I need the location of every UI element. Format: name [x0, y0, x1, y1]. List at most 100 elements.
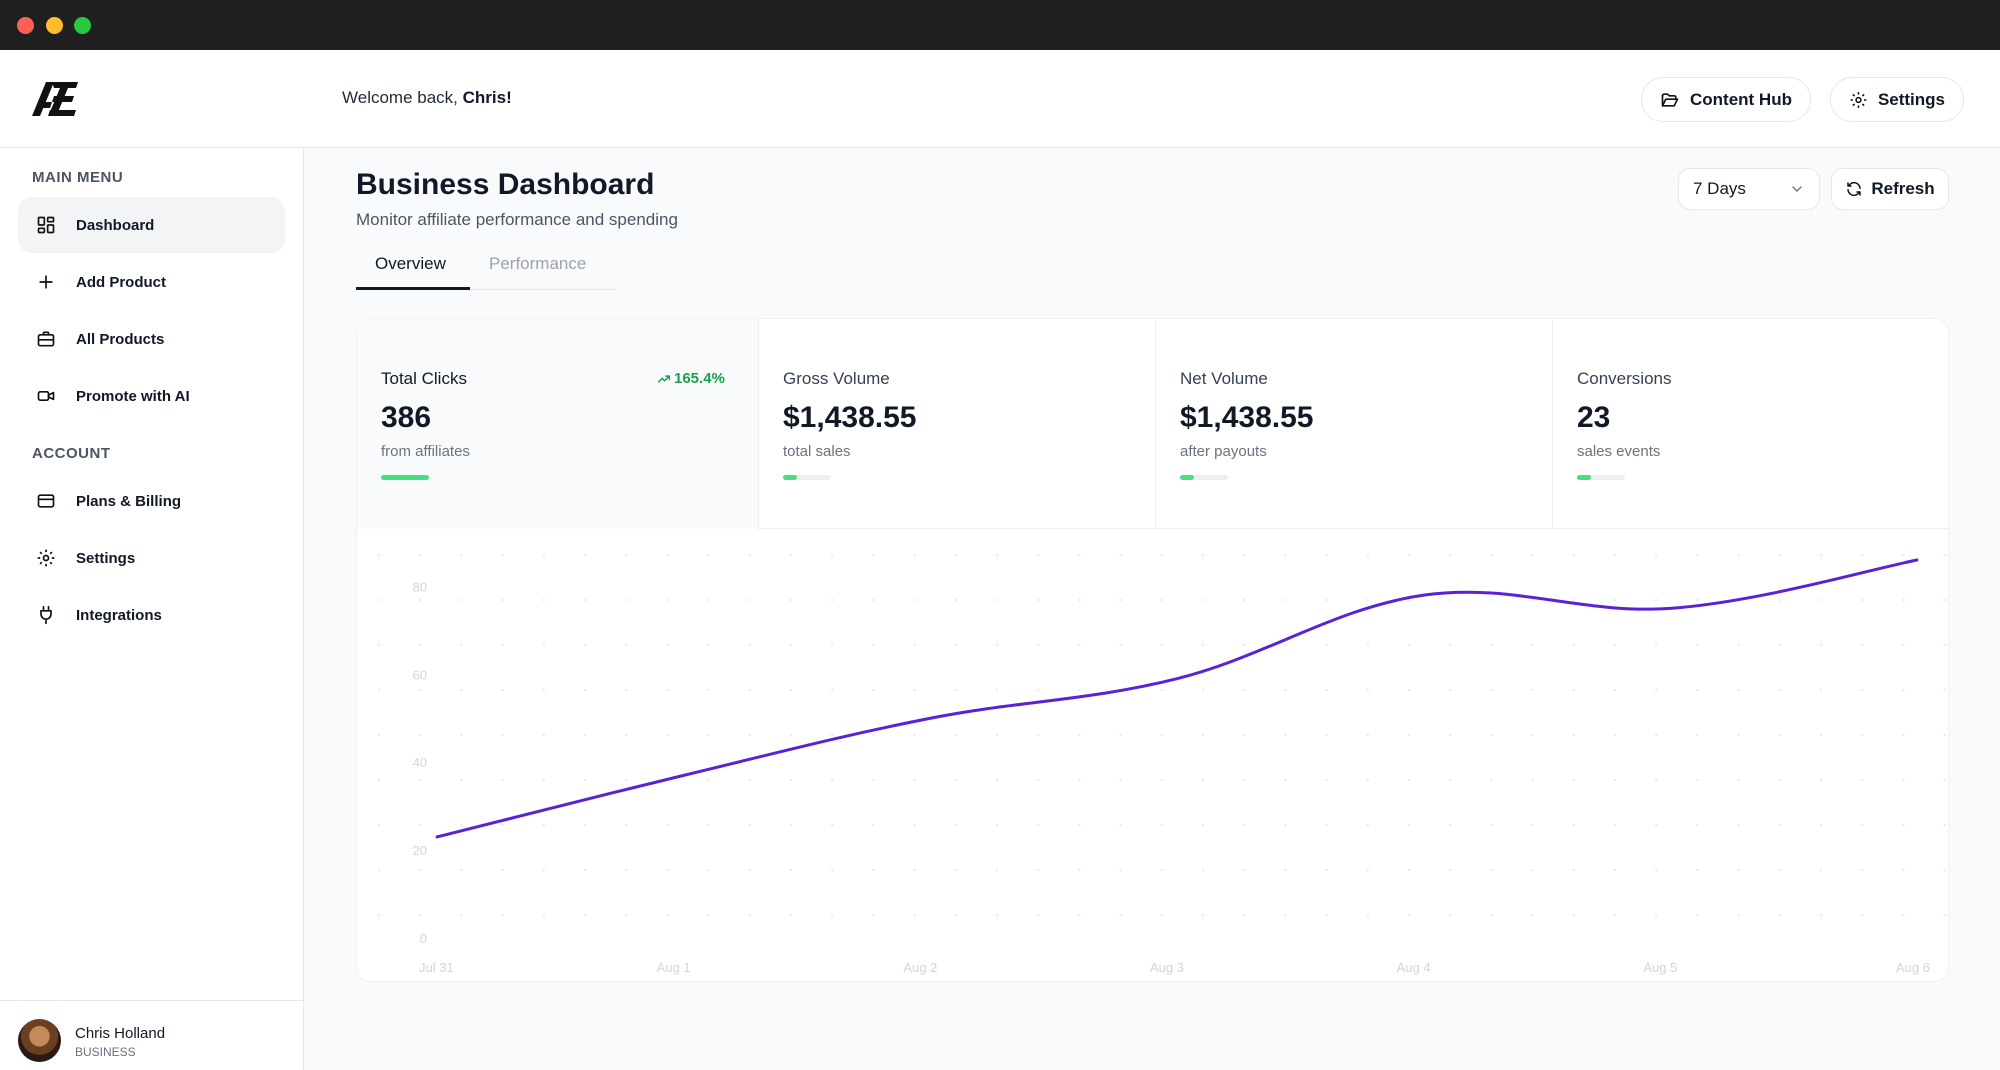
welcome-message: Welcome back, Chris!: [342, 88, 512, 108]
sidebar-item-settings[interactable]: Settings: [18, 530, 285, 586]
series-line: [435, 558, 1919, 839]
stat-gross-volume[interactable]: Gross Volume $1,438.55 total sales: [758, 319, 1155, 529]
sidebar-item-plans-billing[interactable]: Plans & Billing: [18, 473, 285, 529]
sidebar-item-label: All Products: [76, 330, 165, 348]
stat-net-volume[interactable]: Net Volume $1,438.55 after payouts: [1155, 319, 1552, 529]
stat-progress: [783, 475, 831, 480]
date-range-select[interactable]: 7 Days: [1678, 168, 1820, 210]
sidebar-item-integrations[interactable]: Integrations: [18, 587, 285, 643]
content-hub-button[interactable]: Content Hub: [1641, 77, 1811, 122]
y-tick-label: 60: [413, 667, 427, 682]
refresh-icon: [1847, 181, 1862, 197]
dashboard-tabs: Overview Performance: [356, 246, 618, 290]
stat-value: 23: [1577, 401, 1611, 434]
close-window-button[interactable]: [17, 17, 34, 34]
sidebar: MAIN MENU Dashboard Add Product All Prod…: [0, 148, 304, 1070]
user-name: Chris Holland: [75, 1025, 166, 1042]
sidebar-item-label: Dashboard: [76, 216, 155, 234]
content-hub-label: Content Hub: [1690, 89, 1792, 109]
brand-logo[interactable]: [30, 78, 80, 118]
stats-row: Total Clicks 165.4% 386 from affiliates …: [357, 319, 1948, 529]
tab-overview[interactable]: Overview: [375, 254, 446, 273]
tab-performance[interactable]: Performance: [489, 254, 587, 273]
maximize-window-button[interactable]: [74, 17, 91, 34]
y-tick-label: 0: [420, 931, 427, 946]
date-range-value: 7 Days: [1693, 179, 1746, 198]
page-subtitle: Monitor affiliate performance and spendi…: [356, 210, 678, 229]
dashboard-card: Total Clicks 165.4% 386 from affiliates …: [356, 318, 1949, 982]
stat-conversions[interactable]: Conversions 23 sales events: [1552, 319, 1948, 529]
sidebar-item-all-products[interactable]: All Products: [18, 311, 285, 367]
window-titlebar: [0, 0, 2000, 50]
header-settings-label: Settings: [1877, 89, 1945, 109]
stat-sub: sales events: [1577, 443, 1661, 460]
chart-grid: [377, 553, 1946, 917]
x-tick-label: Aug 2: [903, 960, 937, 975]
stat-value: $1,438.55: [783, 401, 917, 434]
minimize-window-button[interactable]: [46, 17, 63, 34]
stat-label: Total Clicks: [381, 369, 467, 388]
x-tick-label: Aug 6: [1896, 960, 1930, 975]
x-tick-label: Aug 3: [1150, 960, 1184, 975]
stat-value: 386: [381, 401, 432, 434]
page-title: Business Dashboard: [356, 168, 655, 201]
header-settings-button[interactable]: Settings: [1830, 77, 1964, 122]
x-tick-label: Aug 4: [1397, 960, 1431, 975]
plus-icon: [39, 275, 53, 289]
sidebar-item-dashboard[interactable]: Dashboard: [18, 197, 285, 253]
stat-sub: total sales: [783, 443, 851, 460]
sidebar-item-label: Plans & Billing: [76, 492, 182, 510]
briefcase-icon: [37, 331, 55, 347]
avatar[interactable]: [18, 1019, 61, 1062]
x-tick-label: Jul 31: [419, 960, 454, 975]
stat-label: Net Volume: [1180, 369, 1268, 388]
clicks-chart: 0 20 40 60 80 Jul 31 Aug 1 Aug 2 Aug 3 Aug 4 Aug 5…: [357, 530, 1948, 981]
sidebar-item-label: Add Product: [76, 273, 166, 291]
user-profile[interactable]: Chris Holland BUSINESS: [0, 1000, 304, 1070]
stat-label: Gross Volume: [783, 369, 890, 388]
active-tab-indicator: [356, 287, 470, 290]
stat-progress-fill: [783, 475, 798, 480]
stat-progress-fill: [1577, 475, 1592, 480]
line-chart: 0 20 40 60 80 Jul 31 Aug 1 Aug 2 Aug 3 Aug 4 Aug 5…: [377, 553, 1946, 975]
welcome-prefix: Welcome back,: [342, 88, 463, 107]
top-header: Welcome back, Chris! Content Hub Setting…: [0, 50, 2000, 148]
sidebar-item-label: Promote with AI: [76, 387, 190, 405]
gear-icon: [37, 549, 55, 567]
folder-open-icon: [1661, 92, 1679, 107]
main-menu-title: MAIN MENU: [32, 169, 124, 186]
gear-icon: [1850, 91, 1867, 108]
stat-progress-fill: [1180, 475, 1195, 480]
refresh-button[interactable]: Refresh: [1831, 168, 1949, 210]
trend-badge: 165.4%: [657, 370, 725, 387]
user-plan: BUSINESS: [75, 1045, 136, 1059]
stat-value: $1,438.55: [1180, 401, 1314, 434]
stat-sub: from affiliates: [381, 443, 470, 460]
y-tick-label: 80: [413, 579, 427, 594]
stat-label: Conversions: [1577, 369, 1672, 388]
sidebar-item-add-product[interactable]: Add Product: [18, 254, 285, 310]
stat-total-clicks[interactable]: Total Clicks 165.4% 386 from affiliates: [357, 319, 758, 529]
stat-progress-fill: [381, 475, 429, 480]
refresh-label: Refresh: [1871, 179, 1935, 198]
stat-sub: after payouts: [1180, 443, 1267, 460]
y-tick-label: 20: [413, 843, 427, 858]
x-tick-label: Aug 1: [657, 960, 691, 975]
trend-value: 165.4%: [674, 370, 725, 387]
account-title: ACCOUNT: [32, 445, 111, 462]
x-tick-label: Aug 5: [1643, 960, 1677, 975]
stat-progress: [381, 475, 429, 480]
chevron-down-icon: [1792, 186, 1802, 192]
sidebar-item-label: Settings: [76, 549, 136, 567]
sidebar-item-label: Integrations: [76, 606, 162, 624]
video-icon: [37, 391, 55, 401]
welcome-user-name: Chris!: [462, 88, 512, 107]
grid-icon: [37, 216, 55, 234]
trending-up-icon: [658, 374, 670, 383]
stat-progress: [1180, 475, 1228, 480]
stat-progress: [1577, 475, 1625, 480]
y-tick-label: 40: [413, 755, 427, 770]
credit-card-icon: [37, 494, 55, 508]
plug-icon: [40, 605, 52, 625]
sidebar-item-promote-ai[interactable]: Promote with AI: [18, 368, 285, 424]
